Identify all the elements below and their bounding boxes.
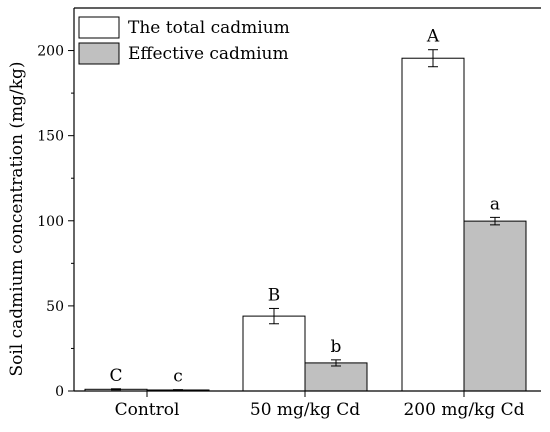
x-tick-label: Control bbox=[115, 400, 180, 420]
legend-label: Effective cadmium bbox=[128, 44, 289, 64]
legend-swatch-effective bbox=[78, 42, 120, 65]
y-tick-label: 200 bbox=[37, 44, 64, 60]
legend: The total cadmium Effective cadmium bbox=[78, 16, 290, 65]
significance-label: c bbox=[173, 367, 183, 387]
y-tick-label: 0 bbox=[55, 384, 64, 400]
y-tick-label: 100 bbox=[37, 214, 64, 230]
x-tick-label: 50 mg/kg Cd bbox=[250, 400, 360, 420]
significance-label: B bbox=[268, 285, 281, 305]
legend-swatch-total bbox=[78, 16, 120, 39]
bar-total-1 bbox=[242, 315, 306, 392]
y-tick-label: 50 bbox=[46, 299, 64, 315]
y-tick-label: 150 bbox=[37, 129, 64, 145]
bars-layer bbox=[84, 57, 527, 392]
significance-label: C bbox=[109, 366, 122, 386]
bar-total-2 bbox=[401, 57, 465, 392]
significance-label: A bbox=[426, 27, 440, 47]
axes: 0 50 100 150 200 Control 50 mg/kg Cd 200 mg/kg … bbox=[37, 7, 541, 420]
x-tick-label: 200 mg/kg Cd bbox=[403, 400, 524, 420]
bar-effective-1 bbox=[304, 362, 368, 392]
significance-label: b bbox=[331, 337, 342, 357]
bar-effective-2 bbox=[463, 220, 527, 392]
significance-labels: C B Ac b a bbox=[109, 27, 500, 387]
significance-label: a bbox=[490, 194, 500, 214]
error-bars-layer bbox=[111, 49, 500, 391]
y-axis-label: Soil cadmium concentration (mg/kg) bbox=[7, 61, 27, 376]
legend-label: The total cadmium bbox=[128, 18, 290, 38]
